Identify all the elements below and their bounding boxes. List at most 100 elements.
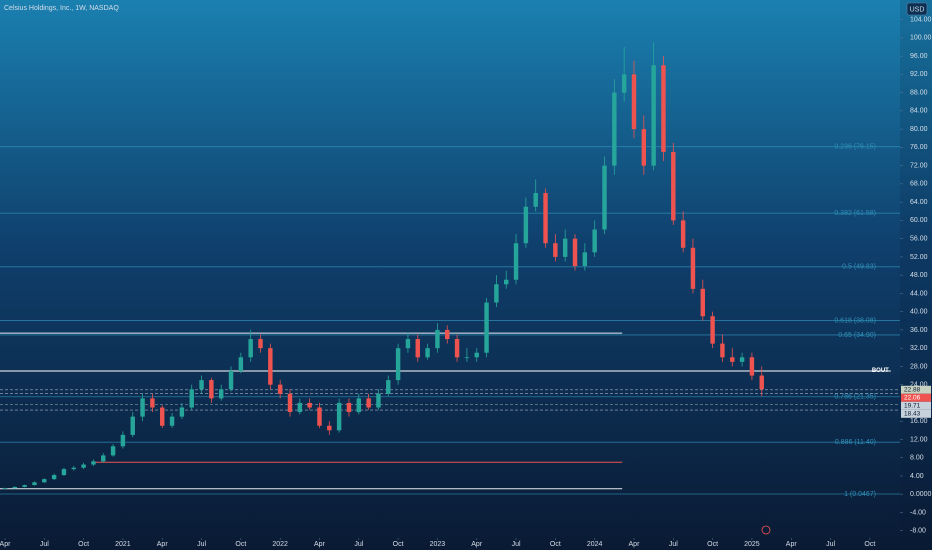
candle-body	[268, 348, 273, 385]
candle-body	[386, 380, 391, 394]
candle-body	[179, 407, 185, 417]
x-tick-label: 2022	[272, 541, 288, 548]
x-tick-label: Jul	[40, 541, 49, 548]
x-tick-label: Jul	[826, 541, 835, 548]
candle-body	[2, 488, 8, 490]
candle-body	[277, 384, 283, 394]
candle-body	[435, 329, 440, 349]
candle-body	[405, 339, 411, 349]
candle-body	[504, 279, 509, 285]
y-tick-label: 100.00	[910, 35, 932, 42]
candle-body	[513, 243, 519, 280]
candle-body	[130, 416, 135, 435]
drawn-line-label: BOUT	[872, 368, 889, 374]
candle-body	[543, 193, 548, 244]
y-tick-label: 44.00	[910, 290, 928, 297]
candle-body	[484, 302, 489, 353]
event-icon[interactable]	[761, 525, 771, 535]
currency: USD	[910, 6, 925, 13]
candle-body	[661, 65, 666, 152]
candle-body	[101, 455, 106, 462]
fib-label: 0.382 (61.58)	[834, 210, 876, 217]
x-tick-label: Jul	[512, 541, 521, 548]
candle-body	[533, 193, 538, 207]
price-label-box	[901, 409, 931, 418]
candle-body	[140, 398, 145, 417]
x-tick-label: 2025	[744, 541, 760, 548]
candle-body	[720, 343, 725, 358]
x-tick-label: Oct	[864, 541, 875, 548]
candle-body	[612, 92, 617, 166]
fib-label: 0.236 (76.15)	[834, 144, 876, 151]
x-tick-label: Oct	[707, 541, 718, 548]
y-tick-label: 92.00	[910, 71, 928, 78]
y-tick-label: 28.00	[910, 363, 928, 370]
y-tick-label: 84.00	[910, 108, 928, 115]
candle-body	[710, 316, 715, 344]
y-tick-label: 32.00	[910, 345, 928, 352]
y-tick-label: 8.00	[910, 455, 924, 462]
y-tick-label: 76.00	[910, 144, 928, 151]
candle-body	[91, 461, 96, 465]
candle-body	[110, 446, 116, 456]
candle-body	[494, 284, 499, 303]
y-tick-label: 56.00	[910, 235, 928, 242]
candle-body	[199, 380, 204, 390]
candle-body	[71, 467, 76, 470]
x-tick-label: Oct	[235, 541, 246, 548]
price-label-box	[901, 385, 931, 394]
candle-body	[621, 74, 627, 93]
y-tick-label: 36.00	[910, 327, 928, 334]
x-tick-label: Jul	[669, 541, 678, 548]
candle-body	[228, 370, 234, 390]
candle-body	[297, 402, 303, 413]
y-tick-label: 24.00	[910, 382, 928, 389]
candle-body	[592, 229, 597, 253]
x-tick-label: Oct	[393, 541, 404, 548]
candle-body	[445, 329, 450, 340]
candle-body	[356, 398, 362, 413]
x-tick-label: 2023	[430, 541, 446, 548]
candle-body	[218, 389, 224, 399]
candle-body	[602, 165, 607, 230]
x-tick-label: Apr	[786, 541, 798, 548]
price-label: 22.06	[904, 395, 921, 402]
candle-body	[51, 475, 57, 480]
fib-label: 0.786 (21.35)	[834, 394, 876, 401]
candle-body	[238, 357, 244, 371]
candle-body	[258, 339, 263, 349]
x-tick-label: Oct	[550, 541, 561, 548]
x-tick-label: 2021	[115, 541, 131, 548]
currency-button[interactable]	[906, 2, 928, 16]
candle-body	[572, 238, 578, 267]
fib-label: 1 (0.0467)	[844, 491, 876, 498]
fib-label: 0.5 (49.83)	[842, 264, 876, 271]
candle-body	[42, 479, 47, 483]
fib-label: 0.65 (34.90)	[838, 332, 876, 339]
y-tick-label: 16.00	[910, 418, 928, 425]
x-tick-label: Apr	[471, 541, 483, 548]
candle-body	[690, 247, 696, 289]
y-tick-label: 60.00	[910, 217, 928, 224]
candle-body	[700, 288, 705, 317]
y-tick-label: 68.00	[910, 181, 928, 188]
y-tick-label: 48.00	[910, 272, 928, 279]
candle-body	[317, 407, 322, 426]
y-tick-label: 72.00	[910, 162, 928, 169]
price-label: 22.88	[904, 387, 921, 394]
y-tick-label: 96.00	[910, 53, 928, 60]
candle-body	[651, 65, 656, 166]
x-tick-label: Apr	[314, 541, 326, 548]
candle-body	[189, 389, 194, 408]
candle-body	[336, 402, 342, 431]
x-tick-label: Jul	[354, 541, 363, 548]
candle-body	[150, 398, 155, 408]
candle-body	[395, 348, 401, 381]
candle-body	[32, 482, 37, 486]
y-tick-label: 0.0000	[910, 491, 932, 498]
chart-title: Celsius Holdings, Inc., 1W, NASDAQ	[4, 5, 119, 12]
y-tick-label: 88.00	[910, 89, 928, 96]
candle-body	[562, 238, 568, 257]
candle-body	[346, 402, 352, 413]
